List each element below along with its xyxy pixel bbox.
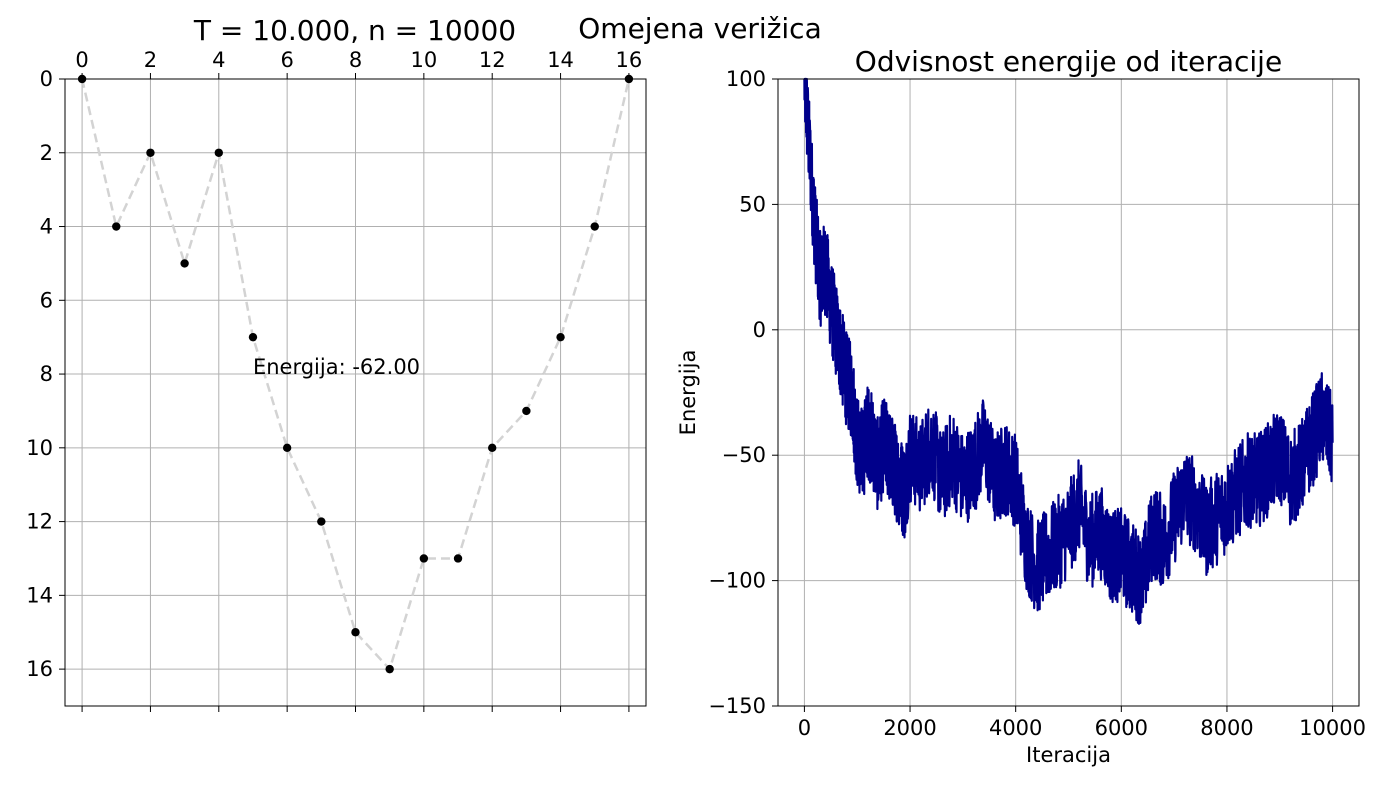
chain-point	[556, 332, 565, 342]
y-axis-label: Energija	[676, 350, 700, 436]
x-tick-label: 6	[280, 48, 293, 72]
chain-point	[282, 443, 292, 453]
x-tick-label: 6000	[1095, 716, 1148, 740]
chain-line	[80, 78, 631, 672]
x-tick-label: 2000	[883, 716, 936, 740]
chain-point	[317, 517, 326, 526]
x-tick-label: 4	[212, 48, 225, 72]
y-tick-label: −50	[722, 443, 766, 467]
x-tick-label: 12	[479, 48, 506, 72]
y-tick-label: 50	[739, 192, 766, 216]
y-tick-label: 12	[26, 510, 53, 534]
y-tick-label: 100	[726, 67, 766, 91]
x-tick-label: 4000	[989, 716, 1042, 740]
chain-plot: 0 2 4 6 8 10 12 14 16 0 2 4 6 8 10 12 14 16 Energija: -62.…	[26, 48, 647, 712]
figure-suptitle: T = 10.000, n = 10000	[193, 14, 516, 47]
y-tick-label: 16	[26, 657, 53, 681]
x-tick-label: 10	[410, 48, 437, 72]
y-tick-label: 6	[40, 288, 53, 312]
y-tick-label: −100	[708, 569, 766, 593]
y-tick-label: −150	[708, 694, 766, 718]
axes-frame	[777, 78, 1360, 707]
x-tick-label: 0	[798, 716, 811, 740]
chain-point	[590, 222, 599, 231]
x-tick-label: 8	[349, 48, 362, 72]
y-tick-label: 8	[40, 362, 53, 386]
energy-line	[803, 77, 1334, 625]
chain-point	[214, 148, 223, 157]
chain-point	[77, 74, 87, 84]
chain-point	[624, 74, 634, 84]
x-tick-label: 14	[547, 48, 574, 72]
x-tick-label: 10000	[1299, 716, 1366, 740]
y-tick-label: 0	[40, 67, 53, 91]
figure-center-title: Omejena verižica	[578, 12, 821, 45]
y-tick-label: 10	[26, 436, 53, 460]
chain-point	[419, 554, 429, 563]
chain-point	[522, 406, 531, 416]
chain-point	[488, 443, 497, 453]
x-tick-label: 0	[75, 48, 88, 72]
chain-point	[180, 259, 189, 268]
chain-point	[112, 222, 121, 231]
y-tick-label: 2	[40, 141, 53, 165]
chain-point	[453, 554, 463, 563]
chain-point	[351, 628, 360, 637]
energy-annotation: Energija: -62.00	[253, 355, 420, 379]
chain-point	[248, 332, 258, 342]
y-tick-label: 14	[26, 583, 53, 607]
x-axis-label: Iteracija	[1026, 743, 1111, 767]
chain-point	[385, 664, 394, 674]
y-tick-label: 0	[753, 318, 766, 342]
chain-point	[146, 148, 155, 157]
energy-plot: 0 2000 4000 6000 8000 10000 −150 −100 −50 0 50 100 O…	[676, 45, 1366, 767]
energy-plot-title: Odvisnost energije od iteracije	[855, 45, 1282, 78]
x-tick-label: 8000	[1200, 716, 1253, 740]
x-tick-label: 2	[144, 48, 157, 72]
x-tick-label: 16	[616, 48, 643, 72]
y-tick-label: 4	[40, 215, 53, 239]
